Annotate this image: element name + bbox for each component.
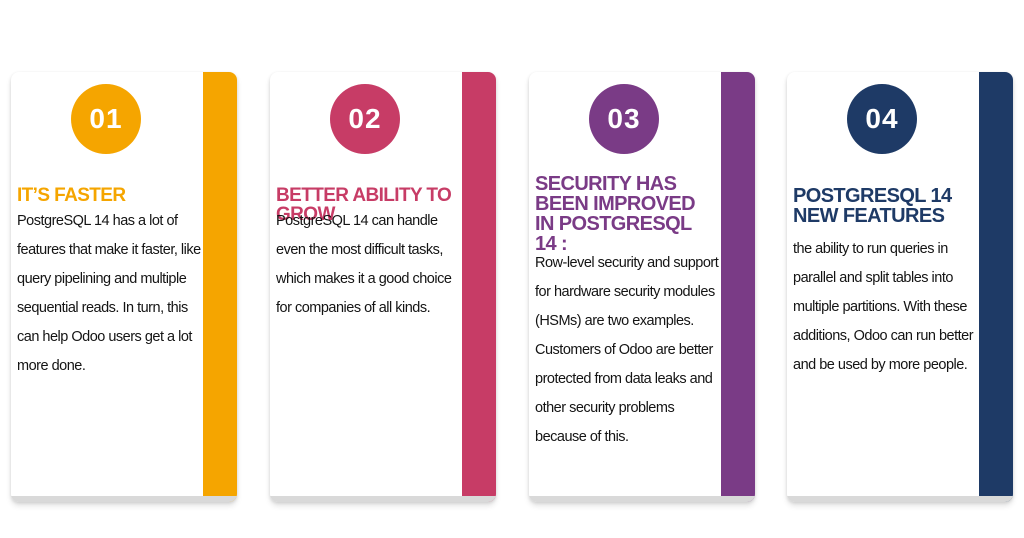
card-body-text: PostgreSQL 14 has a lot of features that…	[17, 213, 201, 374]
card-title: POSTGRESQL 14 NEW FEATURES	[793, 185, 952, 227]
card-accent-stripe	[462, 72, 496, 502]
card-accent-stripe	[203, 72, 237, 502]
card-body-text: PostgreSQL 14 can handle even the most d…	[276, 213, 452, 316]
card-title: SECURITY HAS BEEN IMPROVED IN POSTGRESQL…	[535, 173, 696, 255]
card-accent-stripe	[979, 72, 1013, 502]
card-number-badge: 03	[589, 84, 659, 154]
card-number-badge: 04	[847, 84, 917, 154]
feature-card-1: 01 IT’S FASTER PostgreSQL 14 has a lot o…	[11, 72, 237, 502]
card-title: BETTER ABILITY TO GROW	[276, 185, 452, 225]
card-number-badge: 02	[330, 84, 400, 154]
card-accent-stripe	[721, 72, 755, 502]
card-number-badge: 01	[71, 84, 141, 154]
feature-card-3: 03 SECURITY HAS BEEN IMPROVED IN POSTGRE…	[529, 72, 755, 502]
feature-card-4: 04 POSTGRESQL 14 NEW FEATURES the abilit…	[787, 72, 1013, 502]
card-body-text: the ability to run queries in parallel a…	[793, 241, 974, 373]
card-body-text: Row-level security and support for hardw…	[535, 255, 719, 445]
card-title: IT’S FASTER	[17, 185, 126, 206]
feature-card-2: 02 BETTER ABILITY TO GROW PostgreSQL 14 …	[270, 72, 496, 502]
